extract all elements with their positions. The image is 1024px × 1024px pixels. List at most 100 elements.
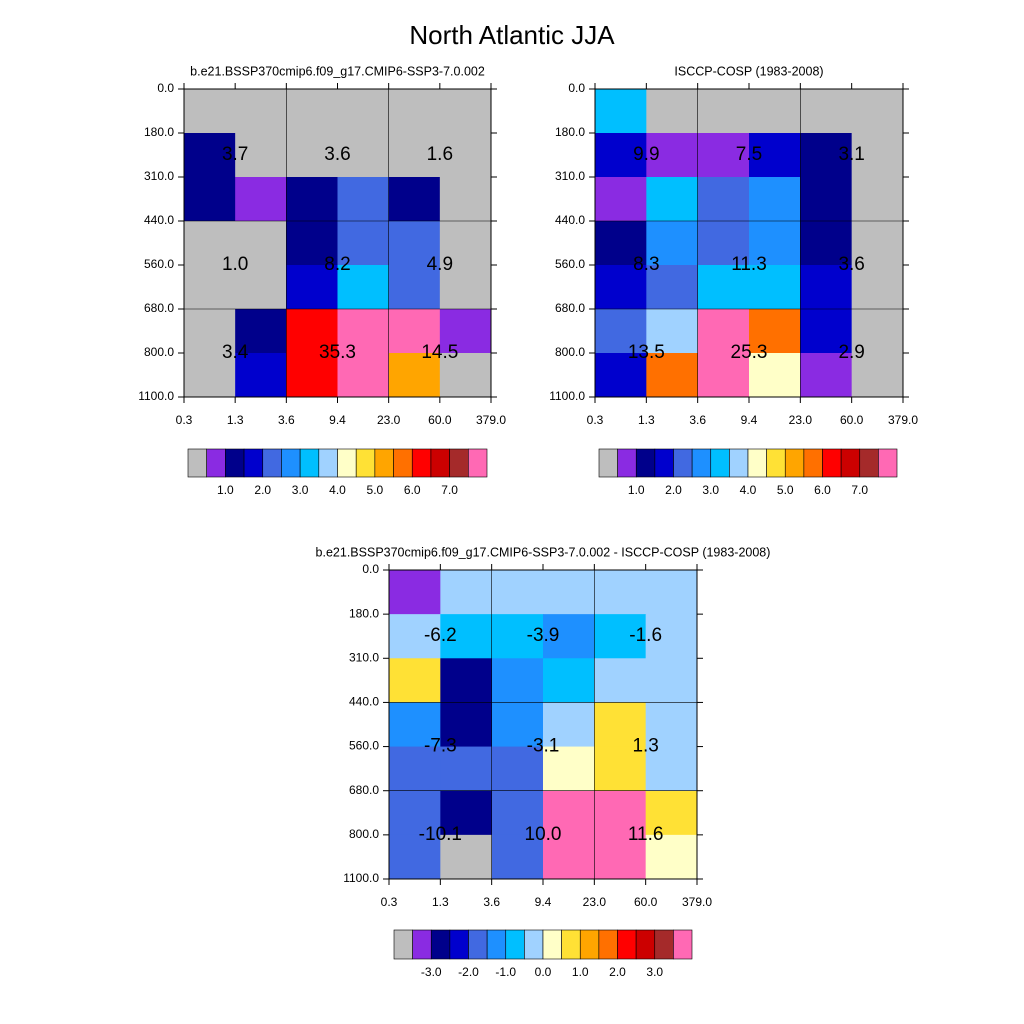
y-tick-label: 800.0 <box>144 345 174 359</box>
colorbar-tick-label: 1.0 <box>628 483 645 497</box>
y-tick-label: 800.0 <box>349 827 379 841</box>
cell <box>184 353 236 398</box>
block-label: 7.5 <box>736 144 762 165</box>
colorbar-box <box>673 448 693 478</box>
cell <box>543 570 595 615</box>
cell <box>235 221 287 266</box>
cell <box>440 614 493 659</box>
colorbar-tick-label: 2.0 <box>254 483 271 497</box>
colorbar-box <box>449 929 469 960</box>
colorbar-box <box>262 448 282 478</box>
y-tick-label: 310.0 <box>349 650 379 664</box>
colorbar-tick-label: 6.0 <box>404 483 421 497</box>
colorbar-tick-label: 3.0 <box>702 483 719 497</box>
cell <box>800 177 853 222</box>
colorbar-tick-label: 4.0 <box>740 483 757 497</box>
colorbar-box <box>822 448 842 478</box>
panel-title: ISCCP-COSP (1983-2008) <box>674 64 823 78</box>
block-label: 11.3 <box>731 254 767 275</box>
colorbar-box <box>617 929 637 960</box>
block-label: 3.4 <box>222 342 249 363</box>
colorbar-box <box>468 929 488 960</box>
cell <box>337 89 390 134</box>
cell <box>491 614 544 659</box>
cell <box>851 221 904 266</box>
colorbar-box <box>486 929 507 960</box>
colorbar-tick-label: 4.0 <box>329 483 346 497</box>
block-label: 1.6 <box>427 144 453 165</box>
colorbar-box <box>803 448 823 478</box>
cell <box>184 309 236 354</box>
cell <box>440 834 493 880</box>
x-tick-label: 1.3 <box>227 413 244 427</box>
cell <box>184 265 236 310</box>
cell <box>595 353 647 398</box>
cell <box>440 746 493 792</box>
x-tick-label: 1.3 <box>638 413 655 427</box>
y-tick-label: 180.0 <box>349 606 379 620</box>
figure-title: North Atlantic JJA <box>409 20 615 50</box>
cell <box>851 177 904 222</box>
cell <box>749 353 801 398</box>
cell <box>388 353 441 398</box>
x-tick-label: 9.4 <box>741 413 758 427</box>
cell <box>491 790 544 836</box>
block-label: 1.3 <box>632 736 658 757</box>
block-label: 10.0 <box>525 824 562 845</box>
x-tick-label: 9.4 <box>329 413 346 427</box>
cell <box>645 658 698 703</box>
colorbar-box <box>412 929 432 960</box>
cell <box>645 570 698 615</box>
colorbar-box <box>355 448 376 478</box>
cell <box>594 834 647 880</box>
colorbar-tick-label: 7.0 <box>441 483 458 497</box>
x-tick-label: 3.6 <box>278 413 295 427</box>
cell <box>646 265 699 310</box>
x-tick-label: 3.6 <box>483 895 500 909</box>
cell <box>235 309 287 354</box>
cell <box>595 221 647 266</box>
cell <box>389 702 441 748</box>
cell <box>491 570 544 615</box>
colorbar-tick-label: 5.0 <box>777 483 794 497</box>
cell <box>440 702 493 748</box>
cell <box>594 658 647 703</box>
cell <box>235 133 287 178</box>
cell <box>646 177 699 222</box>
block-label: 3.6 <box>324 144 350 165</box>
block-label: 13.5 <box>628 342 665 363</box>
cell <box>337 177 390 222</box>
cell <box>388 221 441 266</box>
y-tick-label: 180.0 <box>144 125 174 139</box>
colorbar-box <box>766 448 786 478</box>
cell <box>337 309 390 354</box>
colorbar-tick-label: 1.0 <box>572 965 589 979</box>
cell <box>749 133 801 178</box>
cell <box>697 353 750 398</box>
colorbar-box <box>784 448 805 478</box>
x-tick-label: 23.0 <box>789 413 813 427</box>
cell <box>697 89 750 134</box>
colorbar-box <box>635 448 656 478</box>
x-tick-label: 379.0 <box>682 895 712 909</box>
y-tick-label: 560.0 <box>144 257 174 271</box>
colorbar-tick-label: 0.0 <box>535 965 552 979</box>
colorbar-box <box>393 929 413 960</box>
cell <box>749 309 801 354</box>
cell <box>286 177 338 222</box>
colorbar-box <box>542 929 562 960</box>
cell <box>286 309 338 354</box>
block-label: -1.6 <box>629 625 662 646</box>
cell <box>439 265 492 310</box>
block-label: 8.2 <box>324 254 350 275</box>
cell <box>595 89 647 134</box>
cell <box>388 133 441 178</box>
block-label: 14.5 <box>421 342 458 363</box>
cell <box>439 89 492 134</box>
cell <box>337 265 390 310</box>
colorbar-box <box>710 448 730 478</box>
colorbar-box <box>598 929 618 960</box>
cell <box>646 221 699 266</box>
cell <box>184 133 236 178</box>
